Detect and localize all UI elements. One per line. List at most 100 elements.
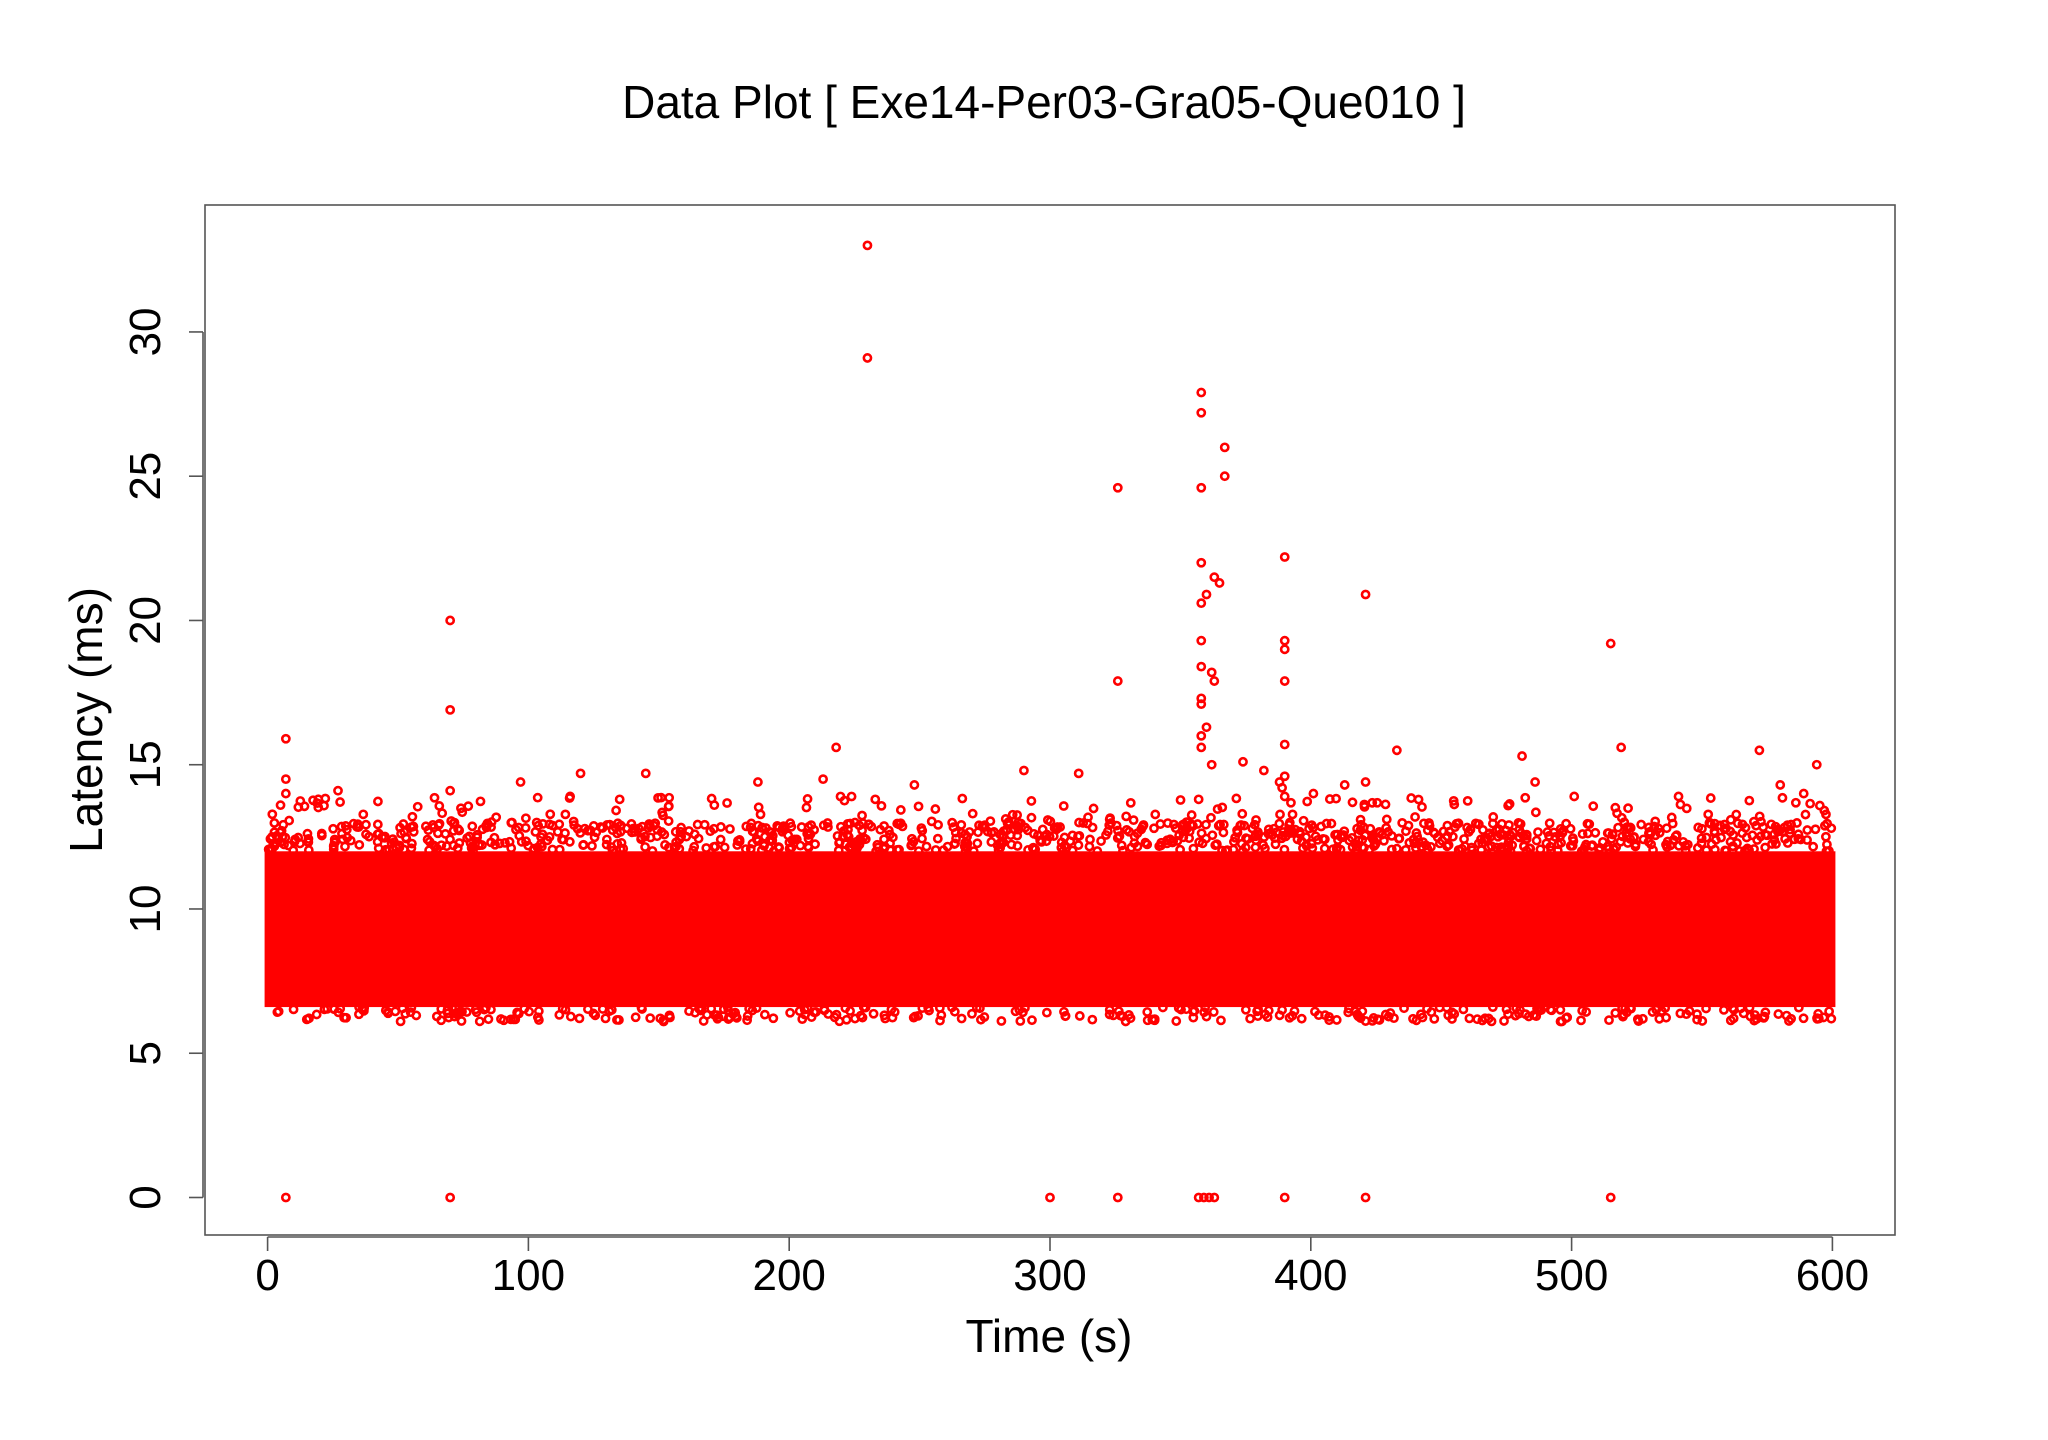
band-edge-point [536,838,546,849]
band-edge-point [934,1002,945,1013]
band-edge-point [1581,1007,1592,1017]
band-edge-point [1678,836,1689,847]
band-edge-point [949,839,960,849]
band-edge-point [1681,1009,1692,1020]
band-edge-point [1777,792,1788,803]
band-edge-point [265,844,276,855]
band-edge-point [637,1004,647,1014]
data-point [1279,739,1290,750]
data-point [445,785,456,796]
band-edge-point [429,792,440,803]
band-edge-point [578,840,589,851]
data-point [1279,552,1290,562]
band-edge-point [352,819,363,830]
x-tick-label: 100 [492,1251,565,1300]
band-edge-point [1162,818,1173,828]
band-edge-point [640,842,651,852]
band-edge-point [462,833,473,843]
band-edge-point [979,822,990,833]
band-edge-point [1618,1011,1628,1022]
band-edge-point [709,800,720,811]
data-point [445,1192,456,1203]
data-point [1339,780,1350,790]
band-edge-point [663,801,674,811]
data-point [1775,780,1786,790]
band-edge-point [836,821,846,832]
band-edge-point [652,831,663,842]
data-point [1360,1192,1371,1203]
band-edge-point [755,809,766,820]
band-edge-point [1392,843,1402,854]
band-edge-point [1703,809,1714,820]
band-edge-point [1074,817,1084,828]
band-edge-point [1681,803,1692,814]
band-edge-point [1576,1015,1586,1026]
band-edge-point [1800,809,1811,820]
band-edge-point [1653,823,1664,834]
band-edge-point [1087,822,1098,833]
band-edge-point [1802,825,1813,835]
band-edge-point [1544,818,1555,829]
band-edge-point [1556,1016,1567,1027]
band-edge-point [468,846,478,857]
band-edge-point [746,818,757,829]
band-edge-point [272,1007,283,1018]
data-point [1201,722,1212,733]
y-axis-label: Latency (ms) [60,587,112,853]
band-edge-point [947,817,958,828]
band-edge-point [1213,820,1224,831]
band-edge-point [800,1009,810,1020]
band-edge-point [1326,818,1337,829]
data-point [445,705,456,715]
band-edge-point [1241,833,1251,844]
data-point [1391,745,1402,756]
band-edge-point [645,1013,656,1024]
band-edge-point [1041,1007,1052,1018]
band-edge-point [1359,842,1369,853]
x-tick-label: 600 [1796,1251,1869,1300]
band-edge-point [467,841,478,851]
band-edge-point [1610,802,1621,813]
band-edge-point [1333,835,1343,845]
band-edge-point [1766,819,1777,830]
band-edge-point [1060,1011,1071,1022]
band-edge-point [1319,834,1330,845]
band-edge-point [1338,830,1349,840]
data-point [1201,589,1212,600]
band-edge-point [616,838,627,848]
band-edge-point [1441,1002,1452,1013]
band-edge-point [601,834,612,845]
band-edge-point [863,819,874,830]
band-edge-point [1777,826,1788,837]
band-edge-point [372,819,383,830]
data-point [1196,730,1207,741]
band-edge-point [591,827,602,838]
band-edge-point [801,802,812,813]
band-edge-point [448,825,459,836]
band-edge-point [689,841,700,852]
band-edge-point [500,837,510,848]
band-edge-point [868,1008,879,1019]
band-edge-point [1192,819,1203,829]
data-point [1673,791,1684,802]
data-point [1112,676,1123,686]
band-edge-point [811,1007,821,1017]
band-edge-point [1784,1016,1794,1026]
band-edge-point [1367,833,1378,844]
band-edge-point [529,843,539,854]
band-edge-point [519,1003,530,1014]
band-edge-point [803,842,814,853]
band-edge-point [1275,809,1285,820]
band-edge-point [558,834,569,845]
band-edge-point [880,841,890,852]
band-edge-point [275,800,286,811]
band-edge-point [1355,825,1366,836]
band-edge-point [1217,802,1228,813]
band-edge-point [340,841,350,852]
band-edge-point [1171,1016,1182,1026]
band-edge-point [948,822,959,833]
band-edge-point [490,839,500,850]
band-edge-point [1027,1015,1037,1026]
band-edge-point [1820,831,1831,842]
data-point [515,777,526,787]
